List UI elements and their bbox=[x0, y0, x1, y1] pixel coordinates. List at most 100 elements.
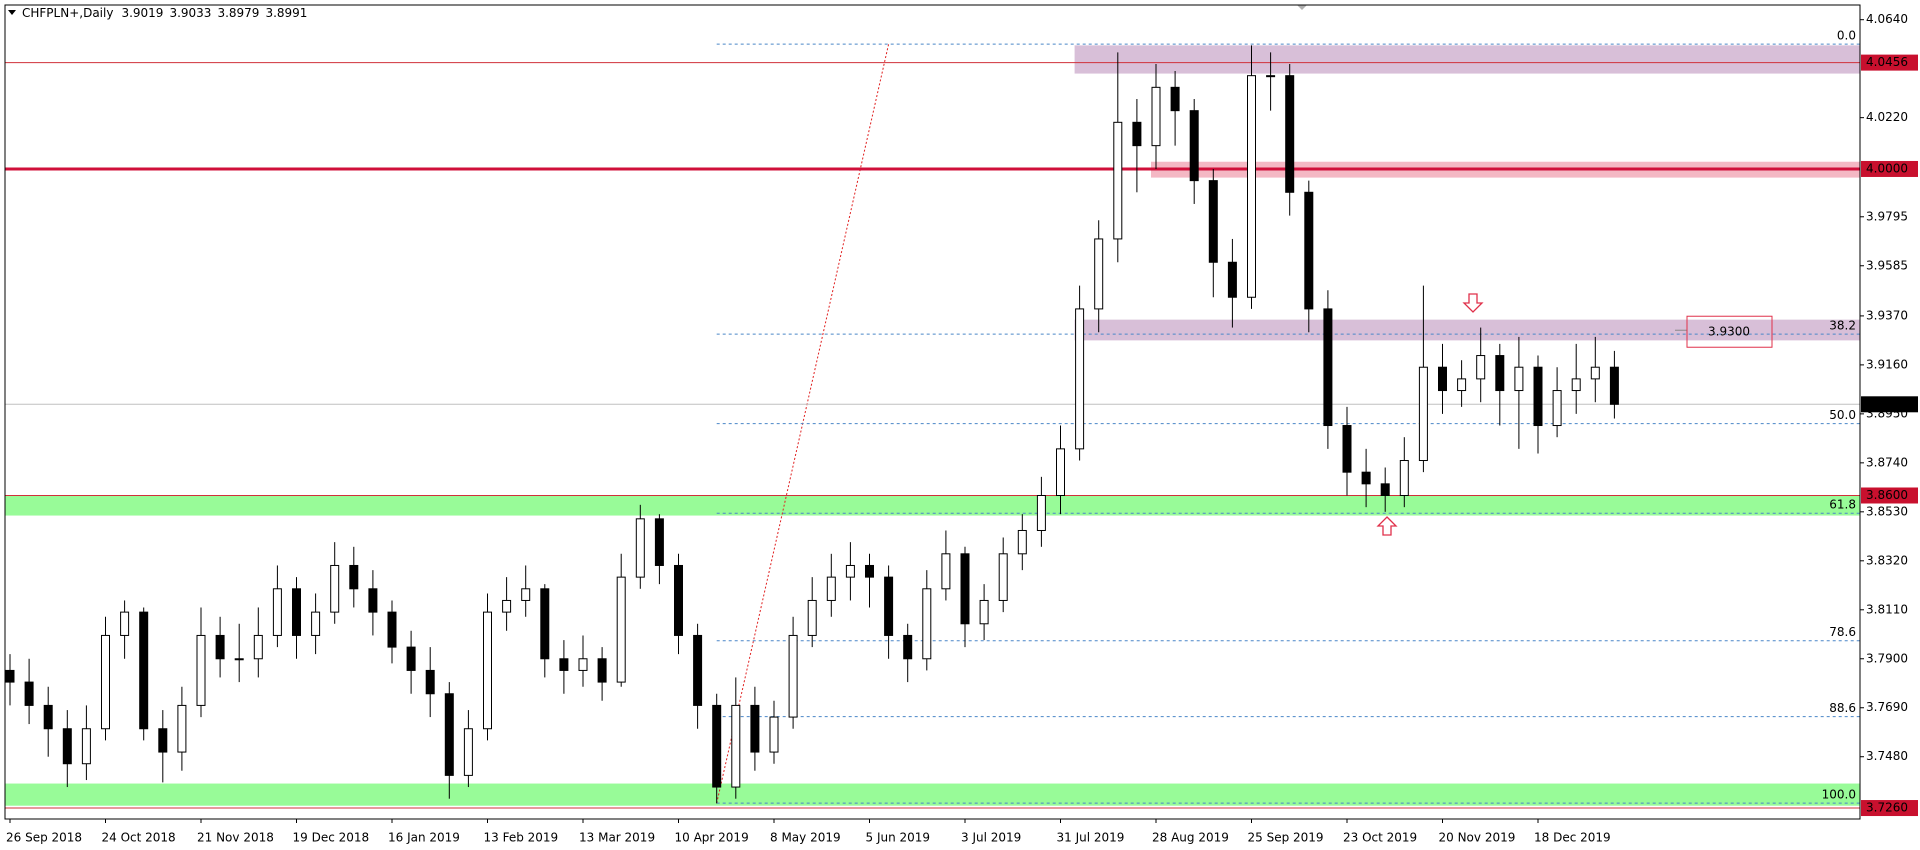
x-tick-label: 8 May 2019 bbox=[770, 831, 841, 845]
candle-body bbox=[1113, 121, 1123, 240]
candle-body bbox=[1094, 238, 1104, 310]
candle-body bbox=[43, 704, 53, 730]
candle-body bbox=[903, 634, 913, 660]
candle-body bbox=[62, 728, 72, 765]
quote-open: 3.9019 bbox=[121, 6, 163, 20]
candle-body bbox=[463, 728, 473, 776]
candle-body bbox=[1304, 191, 1314, 310]
fib-level-label: 78.6 bbox=[1829, 625, 1856, 639]
x-tick-label: 5 Jun 2019 bbox=[866, 831, 931, 845]
x-tick-label: 20 Nov 2019 bbox=[1439, 831, 1516, 845]
fib-level-label: 0.0 bbox=[1837, 29, 1856, 43]
candle-body bbox=[483, 611, 492, 730]
candle-body bbox=[311, 611, 321, 636]
x-tick-label: 10 Apr 2019 bbox=[675, 831, 749, 845]
candle-body bbox=[559, 658, 569, 671]
candle-body bbox=[1533, 366, 1543, 427]
candle-body bbox=[272, 588, 282, 636]
y-tick-label: 3.9795 bbox=[1866, 209, 1908, 223]
candle-body bbox=[693, 634, 703, 706]
candle-body bbox=[502, 599, 512, 613]
candle-body bbox=[807, 599, 817, 636]
candle-body bbox=[941, 553, 951, 590]
candle-body bbox=[1056, 448, 1065, 496]
fib-level-label: 88.6 bbox=[1829, 701, 1856, 715]
price-box-label: 3.7260 bbox=[1866, 801, 1908, 815]
x-tick-label: 13 Feb 2019 bbox=[484, 831, 559, 845]
x-tick-label: 13 Mar 2019 bbox=[579, 831, 655, 845]
candle-body bbox=[521, 588, 531, 601]
y-tick-label: 3.7480 bbox=[1866, 749, 1908, 763]
candle-body bbox=[1438, 366, 1447, 392]
candle-body bbox=[1151, 86, 1161, 147]
candle-body bbox=[349, 564, 359, 590]
candle-body bbox=[139, 611, 149, 730]
candle-body bbox=[1476, 355, 1486, 380]
candle-body bbox=[1170, 86, 1180, 112]
lines-layer bbox=[5, 43, 1860, 809]
y-tick-label: 3.8110 bbox=[1866, 602, 1908, 616]
zone bbox=[1074, 319, 1860, 341]
y-tick-label: 3.8530 bbox=[1866, 504, 1908, 518]
y-tick-label: 3.8320 bbox=[1866, 553, 1908, 567]
candle-body bbox=[5, 669, 15, 683]
candle-body bbox=[998, 553, 1008, 601]
candle-body bbox=[1514, 366, 1524, 392]
candles-layer bbox=[5, 45, 1619, 804]
x-tick-label: 21 Nov 2018 bbox=[197, 831, 274, 845]
price-box bbox=[1861, 54, 1918, 71]
price-box-label: 3.8991 bbox=[1866, 397, 1908, 411]
y-tick-label: 3.9370 bbox=[1866, 308, 1908, 322]
candle-body bbox=[215, 634, 225, 660]
annotation-box bbox=[1686, 315, 1773, 348]
candle-body bbox=[788, 634, 798, 718]
x-tick-label: 28 Aug 2019 bbox=[1152, 831, 1229, 845]
price-box bbox=[1861, 800, 1918, 817]
zones-layer bbox=[5, 45, 1860, 806]
zone bbox=[5, 783, 1860, 806]
candle-body bbox=[1017, 529, 1027, 555]
candle-body bbox=[1380, 483, 1390, 496]
candle-body bbox=[1323, 308, 1333, 427]
candle-body bbox=[1590, 366, 1600, 380]
candle-body bbox=[1266, 75, 1276, 78]
price-box-label: 4.0456 bbox=[1866, 55, 1908, 69]
candle-body bbox=[769, 716, 779, 753]
candle-body bbox=[444, 693, 454, 776]
menu-triangle[interactable] bbox=[8, 10, 16, 15]
candle-body bbox=[158, 728, 168, 753]
candle-body bbox=[1247, 75, 1256, 298]
candle-body bbox=[1361, 471, 1371, 485]
fib-level-label: 61.8 bbox=[1829, 498, 1856, 512]
candle-body bbox=[750, 704, 760, 753]
candle-body bbox=[884, 576, 894, 636]
candle-body bbox=[712, 704, 722, 788]
x-tick-label: 16 Jan 2019 bbox=[388, 831, 460, 845]
x-tick-label: 24 Oct 2018 bbox=[102, 831, 176, 845]
quote-high: 3.9033 bbox=[169, 6, 211, 20]
x-tick-label: 25 Sep 2019 bbox=[1248, 831, 1324, 845]
candle-body bbox=[922, 588, 932, 660]
candle-body bbox=[1342, 425, 1352, 473]
x-tick-label: 31 Jul 2019 bbox=[1057, 831, 1125, 845]
candle-body bbox=[979, 599, 989, 625]
candle-body bbox=[101, 634, 110, 730]
candle-body bbox=[654, 518, 664, 566]
quote-low: 3.8979 bbox=[217, 6, 259, 20]
fib-level-label: 38.2 bbox=[1829, 319, 1856, 333]
candle-body bbox=[177, 704, 187, 753]
price-box-label: 4.0000 bbox=[1866, 161, 1908, 175]
candle-body bbox=[865, 564, 874, 578]
y-tick-label: 3.9585 bbox=[1866, 258, 1908, 272]
y-tick-label: 4.0640 bbox=[1866, 12, 1908, 26]
candle-body bbox=[1609, 366, 1619, 405]
x-tick-label: 26 Sep 2018 bbox=[6, 831, 82, 845]
arrow-up bbox=[1376, 516, 1398, 536]
fib-level-label: 100.0 bbox=[1822, 788, 1856, 802]
candle-body bbox=[120, 611, 130, 636]
y-tick-label: 3.8740 bbox=[1866, 455, 1908, 469]
y-tick-label: 3.7690 bbox=[1866, 700, 1908, 714]
annotation-label: 3.9300 bbox=[1708, 325, 1750, 339]
candle-body bbox=[616, 576, 626, 683]
